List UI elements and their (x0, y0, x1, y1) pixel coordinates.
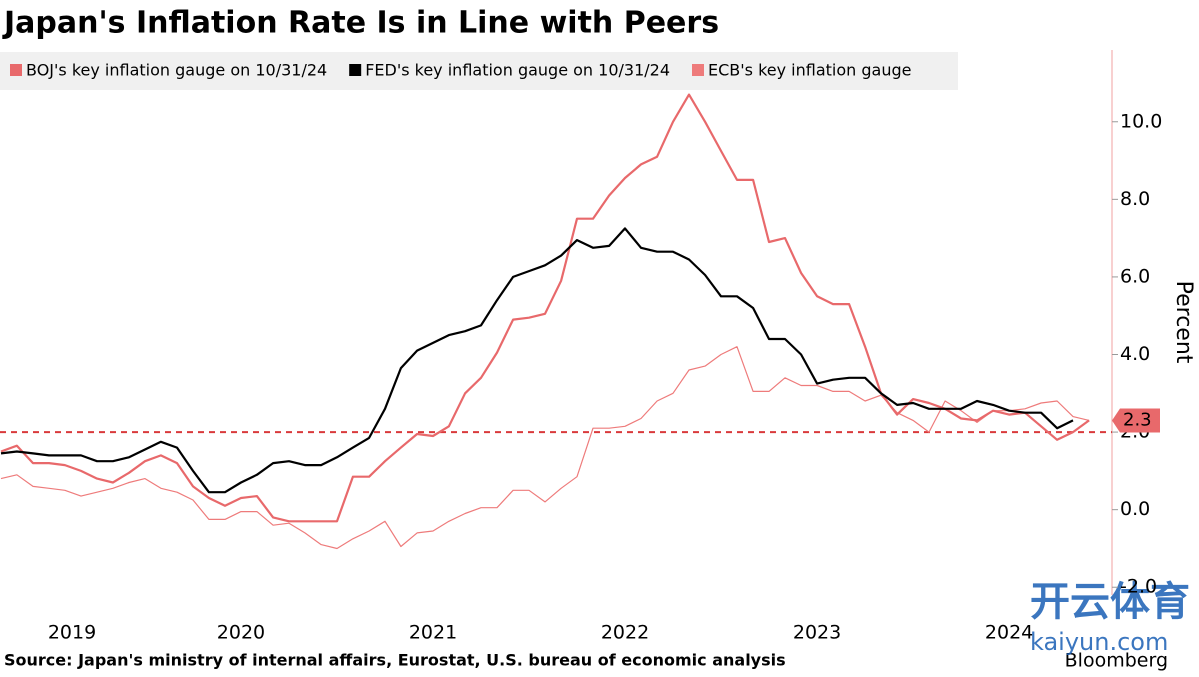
legend-label: BOJ's key inflation gauge on 10/31/24 (26, 61, 327, 80)
source-note: Source: Japan's ministry of internal aff… (4, 651, 786, 670)
y-tick-label: -2.0 (1120, 576, 1157, 598)
y-tick-label: 8.0 (1120, 188, 1150, 210)
x-tick-label: 2019 (48, 622, 96, 644)
series-line (0, 346, 1090, 550)
y-tick-label: 0.0 (1120, 498, 1150, 520)
legend-swatch (692, 64, 704, 76)
y-tick-label: 10.0 (1120, 110, 1162, 132)
x-tick-label: 2023 (793, 622, 841, 644)
x-tick-label: 2024 (985, 622, 1033, 644)
end-label-box (1112, 408, 1160, 433)
series-line (0, 227, 1074, 494)
x-tick-label: 2021 (409, 622, 457, 644)
watermark-url: kaiyun.com (1030, 628, 1168, 656)
x-tick-label: 2020 (217, 622, 265, 644)
legend-swatch (349, 64, 362, 76)
watermark-title: 开云体育 (1030, 579, 1190, 625)
legend-swatch (10, 64, 22, 76)
legend-label: FED's key inflation gauge on 10/31/24 (365, 61, 670, 80)
end-label-text: 2.3 (1123, 409, 1152, 430)
legend-label: ECB's key inflation gauge (708, 61, 911, 80)
brand: Bloomberg (1065, 650, 1168, 672)
y-tick-label: 6.0 (1120, 265, 1150, 287)
x-tick-label: 2022 (601, 622, 649, 644)
y-axis-label: Percent (1171, 281, 1196, 364)
y-tick-label: 4.0 (1120, 343, 1150, 365)
chart-title: Japan's Inflation Rate Is in Line with P… (2, 6, 719, 41)
series-line (0, 93, 1090, 523)
legend-background (0, 52, 958, 90)
